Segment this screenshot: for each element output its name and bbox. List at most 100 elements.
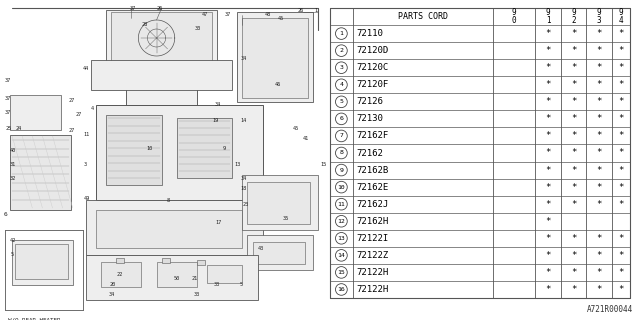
Text: 23: 23 bbox=[243, 203, 249, 207]
Bar bbox=[86, 255, 257, 300]
Text: *: * bbox=[571, 148, 576, 157]
Text: 21: 21 bbox=[192, 276, 198, 281]
Text: 42: 42 bbox=[10, 237, 17, 243]
Text: 33: 33 bbox=[194, 292, 200, 298]
Bar bbox=[161, 258, 170, 263]
Text: 34: 34 bbox=[215, 102, 221, 108]
Bar bbox=[91, 60, 232, 90]
Text: *: * bbox=[571, 132, 576, 140]
Text: 7: 7 bbox=[339, 133, 343, 139]
Text: *: * bbox=[571, 29, 576, 38]
Text: *: * bbox=[545, 132, 551, 140]
Text: 2: 2 bbox=[339, 48, 343, 53]
Text: *: * bbox=[571, 285, 576, 294]
Text: *: * bbox=[545, 268, 551, 277]
Text: 72162E: 72162E bbox=[356, 183, 389, 192]
Text: *: * bbox=[618, 200, 623, 209]
Text: 8: 8 bbox=[166, 197, 170, 203]
Text: 6: 6 bbox=[4, 212, 8, 218]
Bar bbox=[253, 242, 305, 264]
Text: *: * bbox=[545, 165, 551, 174]
Text: 41: 41 bbox=[303, 135, 309, 140]
Text: 72162H: 72162H bbox=[356, 217, 389, 226]
Text: 33: 33 bbox=[214, 283, 220, 287]
Text: 37: 37 bbox=[5, 77, 12, 83]
Text: *: * bbox=[618, 234, 623, 243]
Text: 27: 27 bbox=[76, 113, 82, 117]
Text: 44: 44 bbox=[83, 66, 89, 70]
Text: 24: 24 bbox=[15, 125, 21, 131]
Text: 72126: 72126 bbox=[356, 97, 383, 106]
Text: *: * bbox=[596, 234, 602, 243]
Text: 15: 15 bbox=[320, 163, 326, 167]
Text: *: * bbox=[618, 165, 623, 174]
Text: 3: 3 bbox=[339, 65, 343, 70]
Text: 72122I: 72122I bbox=[356, 234, 389, 243]
Text: *: * bbox=[596, 46, 602, 55]
Text: 9
3: 9 3 bbox=[596, 8, 601, 25]
Text: W/O REAR HEATER: W/O REAR HEATER bbox=[8, 318, 61, 320]
Bar bbox=[10, 135, 70, 210]
Text: 10: 10 bbox=[337, 185, 345, 190]
Text: *: * bbox=[545, 97, 551, 106]
Bar bbox=[86, 200, 262, 255]
Text: 48: 48 bbox=[264, 12, 271, 18]
Text: *: * bbox=[596, 29, 602, 38]
Text: *: * bbox=[571, 251, 576, 260]
Text: 4: 4 bbox=[91, 106, 94, 110]
Text: *: * bbox=[618, 46, 623, 55]
Text: 37: 37 bbox=[129, 5, 136, 11]
Text: 14: 14 bbox=[337, 253, 345, 258]
Text: 14: 14 bbox=[241, 117, 246, 123]
Text: *: * bbox=[618, 29, 623, 38]
Bar bbox=[12, 240, 73, 285]
Text: 18: 18 bbox=[241, 186, 246, 190]
Text: *: * bbox=[596, 200, 602, 209]
Text: 25: 25 bbox=[5, 125, 12, 131]
Text: 27: 27 bbox=[68, 127, 75, 132]
Text: 9
4: 9 4 bbox=[618, 8, 623, 25]
Text: 6: 6 bbox=[339, 116, 343, 121]
Text: 28: 28 bbox=[141, 22, 148, 28]
Bar bbox=[106, 115, 161, 185]
Text: *: * bbox=[596, 114, 602, 124]
Text: 26: 26 bbox=[298, 7, 304, 12]
Text: *: * bbox=[596, 165, 602, 174]
Text: 11: 11 bbox=[337, 202, 345, 207]
Text: 72162J: 72162J bbox=[356, 200, 389, 209]
Text: 16: 16 bbox=[337, 287, 345, 292]
Text: *: * bbox=[618, 97, 623, 106]
Text: *: * bbox=[618, 63, 623, 72]
Text: *: * bbox=[618, 251, 623, 260]
Text: *: * bbox=[545, 80, 551, 89]
Text: A721R00044: A721R00044 bbox=[588, 305, 634, 314]
Text: 72162F: 72162F bbox=[356, 132, 389, 140]
Text: 35: 35 bbox=[283, 215, 289, 220]
Text: *: * bbox=[571, 114, 576, 124]
Text: 72122Z: 72122Z bbox=[356, 251, 389, 260]
Text: 20: 20 bbox=[109, 283, 115, 287]
Text: *: * bbox=[618, 114, 623, 124]
Bar bbox=[116, 258, 124, 263]
Text: 72162: 72162 bbox=[356, 148, 383, 157]
Text: 72120C: 72120C bbox=[356, 63, 389, 72]
Text: 26: 26 bbox=[157, 5, 163, 11]
Text: 32: 32 bbox=[10, 175, 17, 180]
Text: *: * bbox=[596, 268, 602, 277]
Text: *: * bbox=[596, 285, 602, 294]
Text: 72120F: 72120F bbox=[356, 80, 389, 89]
Text: *: * bbox=[545, 46, 551, 55]
Bar bbox=[248, 182, 310, 224]
Text: 1: 1 bbox=[314, 9, 317, 13]
Text: *: * bbox=[618, 285, 623, 294]
Text: 8: 8 bbox=[339, 150, 343, 156]
Text: *: * bbox=[571, 165, 576, 174]
Text: *: * bbox=[618, 80, 623, 89]
Text: 15: 15 bbox=[337, 270, 345, 275]
Text: 9: 9 bbox=[222, 146, 225, 150]
Text: *: * bbox=[545, 148, 551, 157]
Bar bbox=[101, 262, 141, 287]
Text: 37: 37 bbox=[224, 12, 230, 17]
Text: 45: 45 bbox=[293, 125, 299, 131]
Text: 12: 12 bbox=[337, 219, 345, 224]
